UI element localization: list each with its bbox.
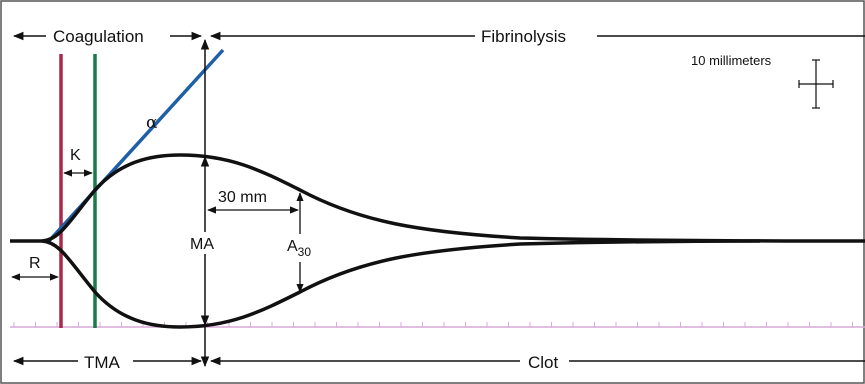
coagulation-label: Coagulation	[53, 27, 144, 46]
tma-label: TMA	[84, 353, 121, 372]
r-label: R	[29, 255, 41, 272]
scale-label: 10 millimeters	[691, 53, 772, 68]
a30-label: A30	[287, 238, 311, 259]
fibrinolysis-label: Fibrinolysis	[481, 27, 566, 46]
teg-upper-curve	[10, 153, 865, 243]
thirty-mm-label: 30 mm	[218, 189, 267, 206]
scale-crosshair	[798, 59, 834, 109]
teg-lower-curve	[41, 239, 761, 329]
ma-label: MA	[190, 236, 214, 253]
clot-label: Clot	[528, 353, 559, 372]
k-label: K	[70, 147, 81, 164]
alpha-label: α	[146, 113, 158, 133]
